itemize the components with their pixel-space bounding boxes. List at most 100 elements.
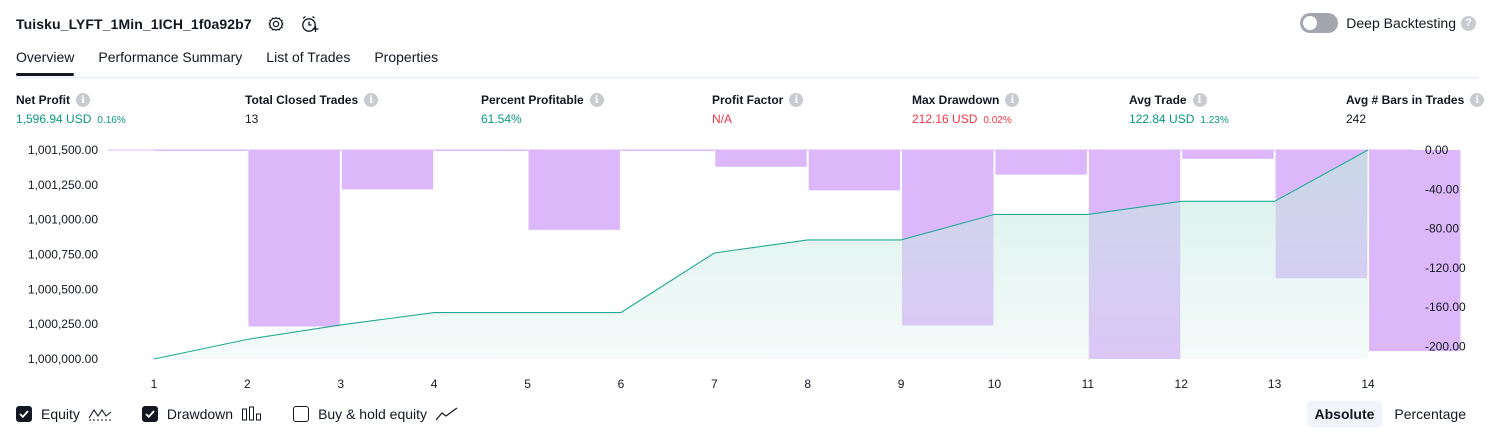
- x-axis-tick-label: 8: [804, 377, 811, 391]
- equity-wave-icon: [88, 406, 112, 422]
- metric-max-drawdown: Max Drawdown i 212.16 USD 0.02%: [912, 93, 1020, 126]
- x-axis-tick-label: 11: [1082, 377, 1095, 391]
- equity-line: [153, 149, 1369, 360]
- equity-drawdown-chart[interactable]: 1,001,500.00 1,001,250.00 1,001,000.00 1,00…: [0, 140, 1494, 400]
- metric-value: 242: [1346, 112, 1367, 126]
- deep-backtesting-control: Deep Backtesting ?: [1300, 13, 1476, 33]
- left-axis-tick-label: 1,000,750.00: [28, 248, 98, 262]
- drawdown-bar: [995, 150, 1087, 175]
- strategy-title: Tuisku_LYFT_1Min_1ICH_1f0a92b7: [16, 16, 252, 32]
- tab-performance-summary[interactable]: Performance Summary: [98, 49, 243, 65]
- toggle-knob: [1303, 16, 1318, 30]
- drawdown-bar: [715, 150, 807, 167]
- x-axis-tick-label: 3: [337, 377, 344, 391]
- chart-legend: Equity Drawdown Buy & hold equity: [16, 403, 489, 425]
- metric-value: 61.54%: [481, 112, 522, 126]
- metric-percent: 0.02%: [983, 115, 1012, 126]
- info-icon[interactable]: i: [76, 93, 90, 107]
- metric-label: Avg Trade: [1129, 93, 1187, 107]
- alarm-add-icon[interactable]: [300, 14, 320, 34]
- metric-percent: 1.23%: [1200, 115, 1229, 126]
- drawdown-bar: [155, 150, 247, 151]
- left-axis-tick-label: 1,000,000.00: [28, 352, 98, 366]
- legend-label: Equity: [41, 406, 80, 422]
- metric-percent-profitable: Percent Profitable i 61.54%: [481, 93, 604, 126]
- right-axis-tick-label: -200.00: [1425, 340, 1466, 354]
- right-axis-tick-label: -40.00: [1425, 182, 1459, 196]
- right-axis-tick-label: -80.00: [1425, 222, 1459, 236]
- info-icon[interactable]: i: [1470, 93, 1485, 107]
- metric-percent: 0.16%: [97, 115, 126, 126]
- report-tabs: Overview Performance Summary List of Tra…: [16, 47, 1478, 79]
- mode-percentage-button[interactable]: Percentage: [1394, 406, 1466, 422]
- metric-avg-bars: Avg # Bars in Trades i 242: [1346, 93, 1485, 126]
- metric-label: Percent Profitable: [481, 93, 584, 107]
- checkbox-checked-icon[interactable]: [141, 406, 158, 422]
- tab-properties[interactable]: Properties: [374, 49, 439, 65]
- legend-buy-hold[interactable]: Buy & hold equity: [293, 406, 459, 422]
- metric-total-closed-trades: Total Closed Trades i 13: [245, 93, 379, 126]
- left-axis: 1,001,500.00 1,001,250.00 1,001,000.00 1,00…: [28, 143, 98, 366]
- metric-value: 1,596.94 USD: [16, 112, 92, 126]
- info-icon[interactable]: i: [589, 93, 604, 107]
- tab-list-of-trades[interactable]: List of Trades: [266, 49, 351, 65]
- x-axis-tick-label: 2: [244, 377, 251, 391]
- drawdown-bar: [621, 150, 714, 151]
- metric-value: 122.84 USD: [1129, 112, 1195, 126]
- left-axis-tick-label: 1,000,250.00: [28, 317, 98, 331]
- deep-backtesting-label: Deep Backtesting: [1346, 15, 1456, 31]
- drawdown-bar: [528, 150, 620, 230]
- x-axis-tick-label: 14: [1361, 377, 1375, 391]
- legend-drawdown[interactable]: Drawdown: [141, 406, 263, 422]
- metric-net-profit: Net Profit i 1,596.94 USD 0.16%: [16, 93, 126, 126]
- legend-label: Drawdown: [166, 406, 234, 422]
- drawdown-bar: [1182, 150, 1274, 159]
- info-icon[interactable]: i: [1192, 93, 1207, 107]
- legend-equity[interactable]: Equity: [16, 406, 112, 422]
- metric-value: 13: [245, 112, 259, 126]
- drawdown-bar: [1369, 150, 1461, 352]
- left-axis-tick-label: 1,001,500.00: [28, 143, 98, 157]
- right-axis-tick-label: -120.00: [1425, 261, 1466, 275]
- metric-label: Max Drawdown: [912, 93, 1000, 107]
- x-axis-tick-label: 9: [898, 377, 905, 391]
- settings-gear-icon[interactable]: [266, 14, 286, 34]
- deep-backtesting-toggle[interactable]: [1300, 13, 1339, 33]
- mode-absolute-button[interactable]: Absolute: [1306, 401, 1383, 427]
- equity-area: [153, 149, 1369, 360]
- x-axis-tick-label: 7: [711, 377, 718, 391]
- right-axis-tick-label: -160.00: [1425, 300, 1466, 314]
- drawdown-bar: [435, 150, 527, 151]
- report-header: Tuisku_LYFT_1Min_1ICH_1f0a92b7: [16, 12, 320, 36]
- metric-profit-factor: Profit Factor i N/A: [712, 93, 804, 126]
- metric-label: Total Closed Trades: [245, 93, 359, 107]
- checkbox-unchecked-icon[interactable]: [293, 406, 310, 422]
- legend-label: Buy & hold equity: [318, 406, 428, 422]
- drawdown-bar: [808, 150, 901, 191]
- info-icon[interactable]: i: [789, 93, 804, 107]
- metric-label: Net Profit: [16, 93, 70, 107]
- x-axis-tick-label: 10: [988, 377, 1002, 391]
- x-axis: 1 2 3 4 5 6 7 8 9 10 11 12 13 14: [151, 377, 1375, 391]
- info-icon[interactable]: i: [1005, 93, 1020, 107]
- metric-label: Profit Factor: [712, 93, 784, 107]
- right-axis-tick-label: 0.00: [1425, 143, 1449, 157]
- x-axis-tick-label: 1: [151, 377, 158, 391]
- equity-area-fill: [154, 150, 1368, 359]
- right-axis: 0.00 -40.00 -80.00 -120.00 -160.00 -200.00: [1425, 143, 1466, 354]
- metric-value: N/A: [712, 112, 733, 126]
- help-question-icon[interactable]: ?: [1461, 15, 1476, 31]
- left-axis-tick-label: 1,001,000.00: [28, 213, 98, 227]
- tab-overview[interactable]: Overview: [16, 47, 75, 76]
- metric-value: 212.16 USD: [912, 112, 978, 126]
- x-axis-tick-label: 6: [618, 377, 625, 391]
- checkbox-checked-icon[interactable]: [16, 406, 32, 422]
- x-axis-tick-label: 4: [431, 377, 438, 391]
- drawdown-bar: [341, 150, 434, 190]
- metric-avg-trade: Avg Trade i 122.84 USD 1.23%: [1129, 93, 1229, 126]
- buy-hold-line-icon: [435, 406, 459, 422]
- drawdown-bar: [248, 150, 340, 327]
- x-axis-tick-label: 5: [524, 377, 531, 391]
- x-axis-tick-label: 12: [1175, 377, 1189, 391]
- info-icon[interactable]: i: [364, 93, 379, 107]
